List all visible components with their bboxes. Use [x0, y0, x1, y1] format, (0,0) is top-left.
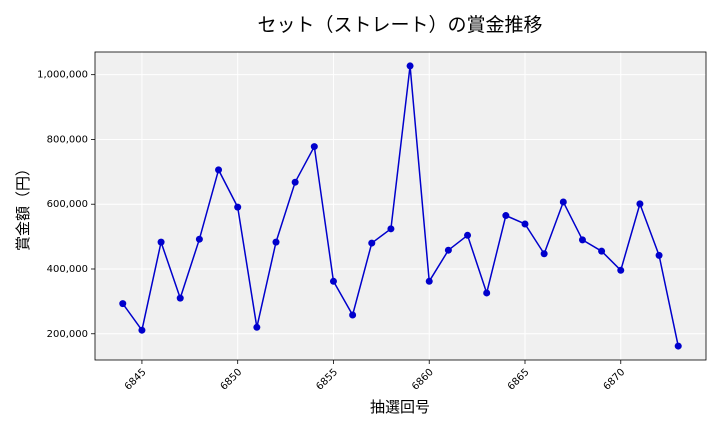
chart-title: セット（ストレート）の賞金推移 [257, 14, 542, 36]
data-point [176, 294, 184, 302]
data-point [138, 326, 146, 334]
data-point [272, 238, 280, 246]
data-point [349, 311, 357, 319]
x-axis-title: 抽選回号 [370, 398, 430, 416]
data-point [636, 200, 644, 208]
y-tick-label: 600,000 [47, 199, 88, 210]
data-point [406, 62, 414, 70]
x-tick-label: 6865 [506, 367, 532, 393]
data-point [157, 238, 165, 246]
y-tick-label: 800,000 [47, 134, 88, 145]
data-point [502, 212, 510, 220]
data-point [195, 235, 203, 243]
data-point [425, 277, 433, 285]
x-tick-label: 6860 [410, 367, 436, 393]
series-line [122, 65, 679, 347]
data-point [674, 342, 682, 350]
data-point [368, 239, 376, 247]
data-point [291, 178, 299, 186]
data-point [215, 166, 223, 174]
y-tick-label: 1,000,000 [37, 70, 88, 81]
y-axis: 200,000 400,000 600,000 800,000 1,000,000 [37, 70, 95, 340]
y-tick-label: 200,000 [47, 329, 88, 340]
plot-frame [94, 51, 707, 361]
grid [95, 52, 706, 360]
data-point [253, 323, 261, 331]
y-tick-label: 400,000 [47, 264, 88, 275]
x-tick-label: 6870 [602, 367, 628, 393]
data-point [119, 300, 127, 308]
x-axis: 6845 6850 6855 6860 6865 6870 [123, 360, 628, 393]
data-point [464, 231, 472, 239]
x-tick-label: 6845 [123, 367, 149, 393]
data-point [310, 143, 318, 151]
data-point [521, 220, 529, 228]
data-point [559, 198, 567, 206]
y-axis-title: 賞金額（円） [14, 161, 32, 251]
data-point [387, 225, 395, 233]
data-point [598, 247, 606, 255]
data-point [483, 289, 491, 297]
data-point [578, 236, 586, 244]
plot-area [95, 52, 706, 360]
data-point [329, 277, 337, 285]
data-point [444, 246, 452, 254]
x-tick-label: 6855 [314, 367, 340, 393]
data-point [234, 203, 242, 211]
data-point [540, 250, 548, 258]
data-point [655, 251, 663, 259]
x-tick-label: 6850 [219, 367, 245, 393]
series-layer [94, 51, 707, 361]
data-point [617, 266, 625, 274]
